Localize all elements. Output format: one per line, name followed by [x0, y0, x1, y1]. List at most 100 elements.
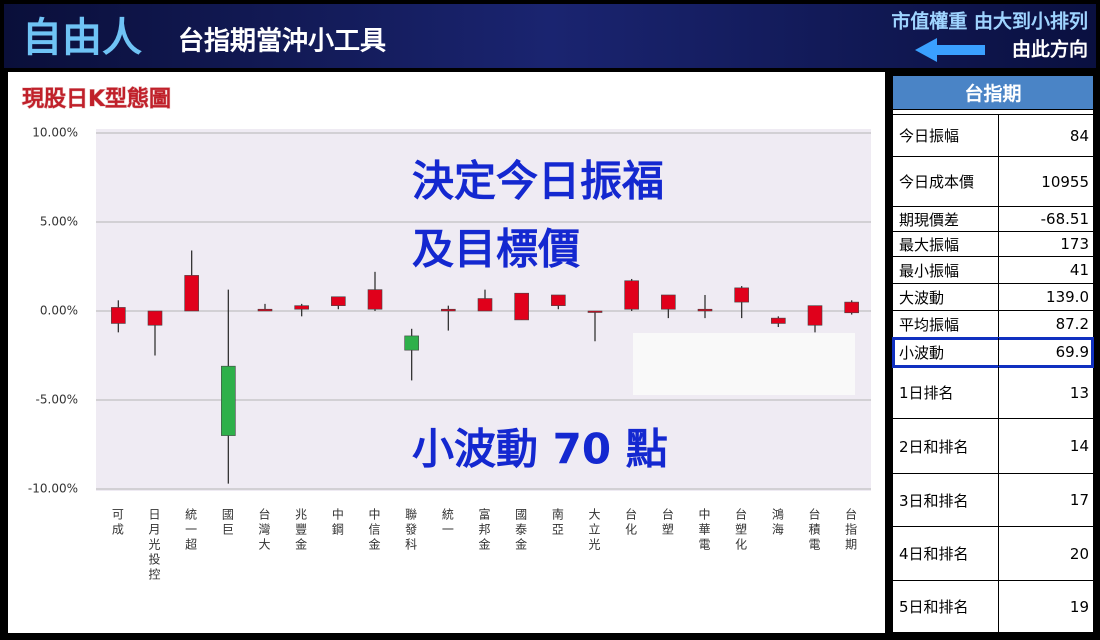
direction-note: 由此方向 — [1012, 38, 1088, 61]
row-value: 13 — [1069, 383, 1089, 402]
row-value: -68.51 — [1040, 210, 1089, 228]
direction-arrow — [915, 38, 985, 62]
x-tick-label: 富邦金 — [477, 508, 491, 553]
x-tick-label: 台化 — [623, 508, 638, 538]
row-label: 期現價差 — [893, 207, 999, 231]
candle-body — [257, 308, 273, 312]
candle-body — [697, 308, 713, 312]
x-tick-label: 台積電 — [807, 508, 821, 553]
candle-body — [441, 308, 456, 312]
x-tick-label: 鴻海 — [770, 508, 785, 538]
y-tick-label: 10.00% — [32, 126, 78, 140]
candle-body — [184, 275, 199, 312]
x-tick-label: 統一超 — [183, 508, 198, 553]
candle-body — [844, 301, 859, 314]
row-label: 2日和排名 — [893, 419, 999, 473]
row-value: 173 — [1060, 235, 1089, 253]
x-tick-label: 中鋼 — [330, 508, 345, 538]
x-tick-label: 大立光 — [587, 508, 601, 553]
stats-table: 台指期今日振幅 84 今日成本價 10955 期現價差 -68.51 最大振幅 173 最小振幅… — [892, 76, 1094, 633]
row-value: 10955 — [1041, 172, 1089, 191]
row-label: 今日振幅 — [893, 115, 999, 156]
sort-note: 市值權重 由大到小排列 — [891, 10, 1088, 33]
x-tick-label: 台指期 — [843, 508, 858, 553]
table-row: 最大振幅 173 — [893, 232, 1093, 257]
row-value: 17 — [1069, 491, 1089, 509]
row-label: 4日和排名 — [893, 527, 999, 580]
row-label: 大波動 — [893, 284, 999, 310]
row-value: 41 — [1069, 261, 1089, 279]
row-label: 最大振幅 — [893, 232, 999, 256]
chart-title: 現股日K型態圖 — [22, 86, 171, 112]
table-row: 期現價差 -68.51 — [893, 207, 1093, 232]
app-title: 台指期當沖小工具 — [178, 26, 386, 57]
row-label: 平均振幅 — [893, 311, 999, 337]
row-value: 69.9 — [1055, 343, 1089, 361]
table-row: 1日排名 13 — [893, 367, 1093, 419]
x-tick-label: 南亞 — [550, 508, 565, 538]
table-title: 台指期 — [893, 76, 1093, 110]
y-tick-label: 0.00% — [40, 304, 78, 318]
table-row: 4日和排名 20 — [893, 527, 1093, 581]
table-row: 5日和排名 19 — [893, 581, 1093, 633]
candle-body — [221, 365, 236, 436]
candle-body — [477, 298, 493, 312]
table-row: 最小振幅 41 — [893, 257, 1093, 284]
x-tick-label: 國巨 — [220, 508, 235, 538]
row-value: 20 — [1069, 544, 1089, 563]
y-tick-label: 5.00% — [40, 215, 78, 229]
x-tick-label: 中華電 — [697, 508, 711, 553]
brand: 自由人 — [22, 15, 142, 61]
table-row: 平均振幅 87.2 — [893, 311, 1093, 338]
candle-body — [404, 335, 419, 351]
x-tick-label: 日月光投控 — [147, 508, 161, 583]
candle-body — [514, 292, 529, 321]
candle-body — [771, 317, 786, 324]
table-row: 2日和排名 14 — [893, 419, 1093, 474]
candle-body — [331, 296, 346, 306]
candle-body — [111, 307, 126, 324]
row-label: 今日成本價 — [893, 157, 999, 206]
table-row: 小波動 69.9 — [892, 337, 1094, 368]
row-label: 1日排名 — [893, 367, 999, 418]
table-row: 3日和排名 17 — [893, 474, 1093, 527]
table-row: 大波動 139.0 — [893, 284, 1093, 311]
blank-box — [633, 333, 855, 395]
row-value: 14 — [1069, 437, 1089, 455]
row-label: 最小振幅 — [893, 257, 999, 283]
candle-body — [624, 280, 639, 310]
annotation: 小波動 70 點 — [412, 425, 668, 474]
x-tick-label: 台灣大 — [257, 508, 271, 553]
annotation: 決定今日振福 — [412, 157, 664, 206]
candle-body — [807, 305, 823, 326]
y-tick-label: -10.00% — [28, 482, 78, 496]
candle-body — [734, 287, 749, 303]
table-row: 今日成本價 10955 — [893, 157, 1093, 207]
x-tick-label: 國泰金 — [513, 508, 528, 553]
y-tick-label: -5.00% — [36, 393, 78, 407]
candle-body — [661, 294, 676, 310]
row-label: 小波動 — [893, 338, 999, 366]
x-tick-label: 台塑 — [660, 508, 675, 538]
row-value: 19 — [1069, 597, 1089, 616]
candle-body — [367, 289, 383, 310]
candle-body — [294, 305, 309, 310]
row-value: 87.2 — [1055, 315, 1089, 333]
row-label: 5日和排名 — [893, 581, 999, 632]
x-tick-label: 中信金 — [367, 508, 381, 553]
x-tick-label: 兆豐金 — [293, 508, 308, 553]
annotation: 及目標價 — [412, 225, 580, 274]
candle-body — [147, 310, 163, 326]
x-tick-label: 台塑化 — [733, 508, 748, 553]
table-row: 今日振幅 84 — [893, 114, 1093, 157]
header-bar — [4, 4, 1096, 68]
x-tick-label: 聯發科 — [403, 508, 418, 553]
row-label: 3日和排名 — [893, 474, 999, 526]
x-tick-label: 統一 — [440, 508, 455, 538]
row-value: 139.0 — [1046, 288, 1089, 306]
x-tick-label: 可成 — [110, 508, 125, 538]
candle-body — [551, 294, 566, 306]
row-value: 84 — [1069, 126, 1089, 145]
